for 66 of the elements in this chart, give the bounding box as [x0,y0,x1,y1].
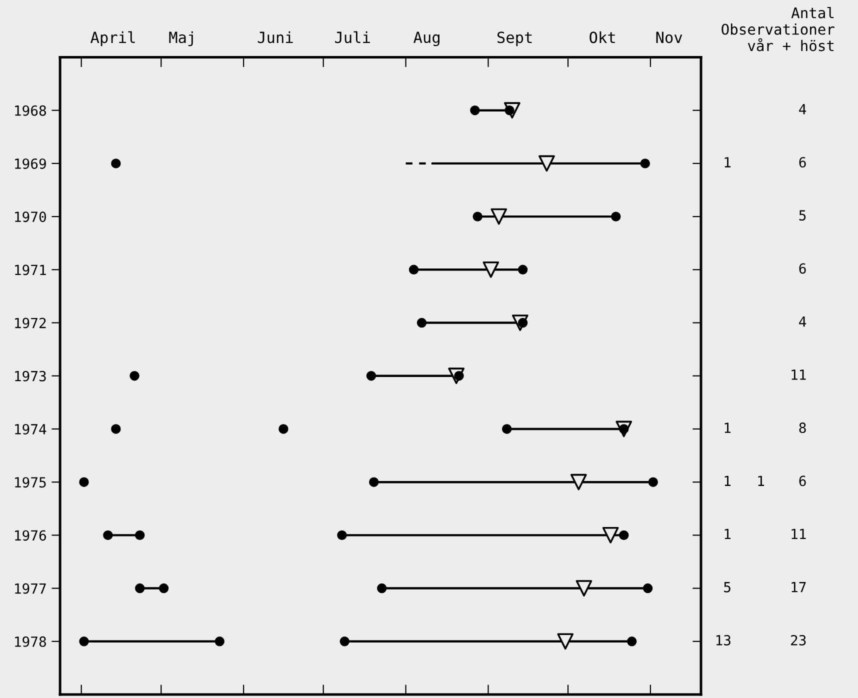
point [79,636,89,646]
x-tick-label: Sept [497,32,532,46]
point [369,477,379,487]
text: 5 [799,210,806,221]
y-tick-label: 1969 [15,158,46,169]
y-tick-label: 1975 [15,477,46,488]
y-tick-label: 1971 [15,264,46,276]
y-tick-label: 1976 [15,530,46,541]
text: 13 23 [716,634,806,646]
y-tick-label: 1977 [15,583,46,594]
text: 1 11 [724,528,806,540]
point [103,530,113,540]
x-tick-label: Nov [656,32,682,44]
text: 1 6 [724,157,806,168]
point [642,583,653,594]
point [602,527,619,544]
point [278,424,288,434]
x-tick-label: April [90,31,135,46]
point [648,477,658,487]
point [576,580,592,596]
point [626,636,637,646]
point [376,583,387,594]
point [134,583,145,594]
point [557,633,574,650]
x-tick-label: Juni [258,31,293,44]
y-tick-label: 1973 [15,370,46,382]
text: 11 [792,370,806,380]
text: 6 [799,263,806,274]
point [518,264,528,275]
y-tick-label: 1978 [15,636,46,647]
point [619,530,629,540]
point [366,371,376,381]
y2-axis-title: Antal Observationer vår + höst [722,7,834,52]
text: 1 1 6 [724,476,806,486]
point [472,212,482,222]
point [611,212,621,222]
point [416,318,427,328]
y-tick-label: 1970 [15,212,46,222]
x-tick-label: Okt [590,31,615,44]
text: 4 [799,316,806,327]
point [340,636,350,646]
point [130,371,140,381]
point [570,474,587,490]
y-tick-label: 1974 [15,424,46,434]
point [111,158,121,168]
point [79,477,89,487]
point [134,530,145,540]
y-tick-label: 1968 [15,105,46,116]
x-tick-label: Juli [335,31,370,44]
x-tick-label: Aug [414,32,440,46]
point [111,424,121,434]
y-tick-label: 1972 [15,318,46,328]
text: 4 [799,104,806,114]
text: 5 17 [724,582,806,592]
point [337,530,347,540]
point [470,105,480,116]
point [214,636,224,646]
point [538,155,555,172]
point [502,424,512,434]
point [640,158,650,168]
point [158,583,169,594]
point [408,264,419,275]
point [490,208,508,225]
text: 1 8 [724,422,806,434]
point [482,261,500,278]
x-tick-label: Maj [169,31,193,46]
